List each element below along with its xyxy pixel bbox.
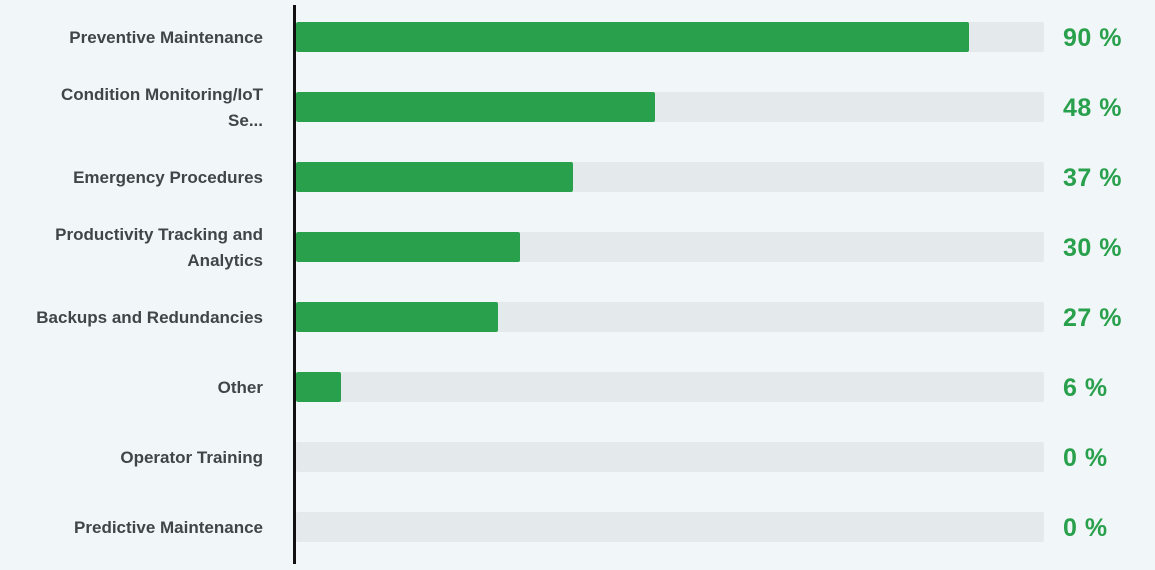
value-label: 48 % [1063, 93, 1122, 122]
bar-track [296, 92, 1044, 122]
bar-row: Condition Monitoring/IoT Se... 48 % [0, 73, 1155, 143]
category-label: Backups and Redundancies [36, 308, 263, 327]
bar-track [296, 232, 1044, 262]
value-label: 0 % [1063, 443, 1108, 472]
bar-track [296, 302, 1044, 332]
value-label: 90 % [1063, 23, 1122, 52]
bar-row: Preventive Maintenance 90 % [0, 3, 1155, 73]
bar-row: Backups and Redundancies 27 % [0, 283, 1155, 353]
category-label: Condition Monitoring/IoT Se... [60, 85, 263, 130]
value-label: 27 % [1063, 303, 1122, 332]
category-label: Productivity Tracking and Analytics [55, 225, 263, 270]
category-label: Other [217, 378, 263, 397]
bar [296, 162, 573, 192]
bar-track [296, 442, 1044, 472]
category-label: Emergency Procedures [73, 168, 263, 187]
bar-row: Emergency Procedures 37 % [0, 143, 1155, 213]
category-label: Operator Training [120, 448, 263, 467]
category-label: Preventive Maintenance [69, 28, 263, 47]
bar-track [296, 372, 1044, 402]
bar [296, 232, 520, 262]
value-label: 37 % [1063, 163, 1122, 192]
bar-track [296, 162, 1044, 192]
bar-row: Operator Training 0 % [0, 423, 1155, 493]
value-label: 0 % [1063, 513, 1108, 542]
bar-track [296, 512, 1044, 542]
bar-row: Other 6 % [0, 353, 1155, 423]
bar [296, 22, 969, 52]
bar [296, 92, 655, 122]
bar-row: Productivity Tracking and Analytics 30 % [0, 213, 1155, 283]
category-label: Predictive Maintenance [74, 518, 263, 537]
value-label: 6 % [1063, 373, 1108, 402]
bar [296, 302, 498, 332]
y-axis-line [293, 5, 296, 564]
bar-row: Predictive Maintenance 0 % [0, 493, 1155, 563]
value-label: 30 % [1063, 233, 1122, 262]
bar [296, 372, 341, 402]
bar-track [296, 22, 1044, 52]
